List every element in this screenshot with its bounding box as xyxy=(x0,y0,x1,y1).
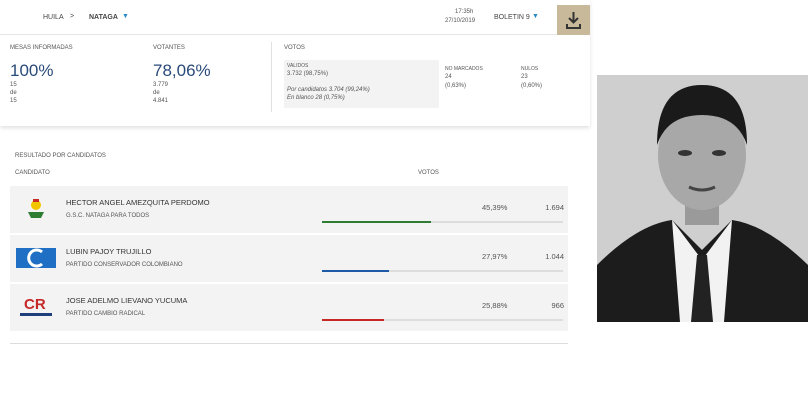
stat-value: 100% xyxy=(10,61,54,80)
valid-label: VALIDOS xyxy=(287,63,309,69)
svg-text:CR: CR xyxy=(24,296,46,313)
votes: 966 xyxy=(551,301,564,310)
unmarked-label: NO MARCADOS xyxy=(445,66,483,72)
time: 17:35h xyxy=(455,9,474,15)
stat-title: MESAS INFORMADAS xyxy=(10,45,73,51)
stat-of: de xyxy=(10,90,17,96)
breadcrumb-item[interactable]: NATAGA xyxy=(89,14,118,21)
candidate-name: HECTOR ANGEL AMEZQUITA PERDOMO xyxy=(66,198,210,207)
null-count: 23 xyxy=(521,74,528,80)
breadcrumb-item[interactable]: HUILA xyxy=(43,14,64,21)
bar xyxy=(322,270,390,272)
unmarked-percent: (0,63%) xyxy=(445,83,467,89)
party-name: PARTIDO CONSERVADOR COLOMBIANO xyxy=(66,262,183,268)
download-button[interactable] xyxy=(557,5,590,35)
bar-track xyxy=(322,221,563,223)
percent: 45,39% xyxy=(482,203,508,212)
votes: 1.694 xyxy=(545,203,564,212)
party-name: G.S.C. NATAGA PARA TODOS xyxy=(66,213,150,219)
candidate-row[interactable]: CR JOSE ADELMO LIEVANO YUCUMA PARTIDO CAMB… xyxy=(10,284,568,331)
unmarked-count: 24 xyxy=(445,74,452,80)
votes: 1.044 xyxy=(545,252,564,261)
candidate-name: JOSE ADELMO LIEVANO YUCUMA xyxy=(66,296,188,305)
candidate-row[interactable]: LUBIN PAJOY TRUJILLO PARTIDO CONSERVADOR … xyxy=(10,235,568,282)
party-logo xyxy=(16,248,56,268)
date: 27/10/2019 xyxy=(445,18,476,24)
column-header: CANDIDATO xyxy=(15,170,50,176)
stat-title: VOTANTES xyxy=(153,45,185,51)
null-label: NULOS xyxy=(521,66,539,72)
bar-track xyxy=(322,270,563,272)
stat-of: de xyxy=(153,90,160,96)
bar xyxy=(322,221,432,223)
divider xyxy=(10,343,568,344)
dropdown-arrow[interactable]: ▼ xyxy=(532,13,539,20)
bar xyxy=(322,319,385,321)
bulletin[interactable]: BOLETIN 9 xyxy=(494,14,530,21)
stat-count: 3.779 xyxy=(153,82,169,88)
column-header: VOTOS xyxy=(418,170,439,176)
percent: 25,88% xyxy=(482,301,508,310)
bar-track xyxy=(322,319,563,321)
candidate-name: LUBIN PAJOY TRUJILLO xyxy=(66,247,152,256)
stat-title: VOTOS xyxy=(284,45,305,51)
valid-value: 3.732 (98,75%) xyxy=(287,71,329,77)
section-title: RESULTADO POR CANDIDATOS xyxy=(15,153,106,159)
percent: 27,97% xyxy=(482,252,508,261)
candidate-photo xyxy=(597,75,808,322)
party-name: PARTIDO CAMBIO RADICAL xyxy=(66,311,146,317)
valid-by-candidates: Por candidatos 3.704 (99,24%) xyxy=(287,87,370,93)
valid-box xyxy=(284,60,439,108)
stat-value: 78,06% xyxy=(153,61,211,80)
party-logo xyxy=(28,199,44,218)
null-percent: (0,60%) xyxy=(521,83,543,89)
divider xyxy=(271,42,272,112)
stat-total: 15 xyxy=(10,98,17,104)
stat-total: 4.841 xyxy=(153,98,169,104)
download-icon xyxy=(566,12,581,29)
candidate-row[interactable]: HECTOR ANGEL AMEZQUITA PERDOMO G.S.C. NAT… xyxy=(10,186,568,233)
party-logo: CR xyxy=(20,296,52,316)
stat-count: 15 xyxy=(10,82,17,88)
divider xyxy=(0,34,590,35)
separator: > xyxy=(70,13,75,20)
dropdown-arrow[interactable]: ▼ xyxy=(122,13,129,20)
valid-blank: En blanco 28 (0,75%) xyxy=(287,95,345,101)
